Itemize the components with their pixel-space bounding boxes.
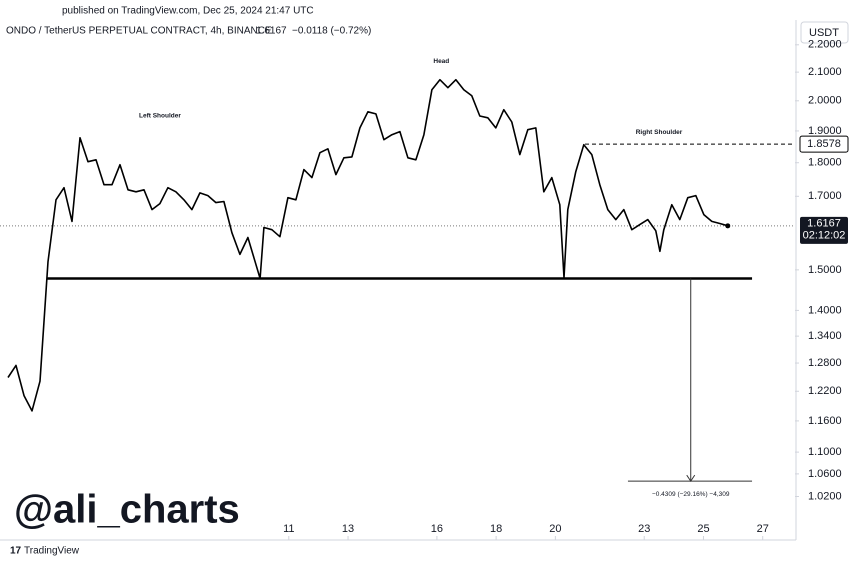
x-tick-label: 23 — [638, 523, 650, 535]
y-tick-label: 1.5000 — [808, 264, 842, 276]
annotation: Head — [433, 58, 449, 65]
brand: TradingView — [24, 546, 80, 557]
last-point — [725, 223, 731, 229]
y-tick-label: 1.3400 — [808, 330, 842, 342]
annotation: Right Shoulder — [636, 129, 683, 136]
measure-arrow — [686, 474, 696, 483]
header-price: 1.6167 — [256, 26, 287, 37]
plot: −0.4309 (−29.16%) −4,309 Left Shoulder Hea… — [0, 58, 795, 498]
price-line — [7, 78, 729, 412]
x-tick-label: 13 — [342, 523, 354, 535]
y-tick-label: 2.2000 — [808, 39, 842, 51]
y-tick-label: 1.0600 — [808, 468, 842, 480]
price-label: 1.8578 — [807, 138, 841, 150]
published-note: published on TradingView.com, Dec 25, 20… — [62, 6, 314, 17]
brand-logo: 17 — [10, 546, 22, 557]
x-tick-label: 11 — [283, 523, 294, 535]
y-tick-label: 1.8000 — [808, 157, 842, 169]
y-tick-label: 1.7000 — [808, 190, 842, 202]
y-tick-label: 1.2800 — [808, 357, 842, 369]
y-tick-label: 1.1000 — [808, 446, 842, 458]
x-tick-label: 20 — [549, 523, 561, 535]
y-tick-label: 2.1000 — [808, 66, 842, 78]
x-tick-label: 16 — [431, 523, 443, 535]
watermark: @ali_charts — [14, 488, 240, 532]
x-tick-label: 27 — [757, 523, 769, 535]
y-tick-label: 1.1600 — [808, 415, 842, 427]
price-label: 1.6167 — [807, 218, 841, 230]
annotation: Left Shoulder — [139, 112, 181, 119]
y-tick-label: 1.9000 — [808, 125, 842, 137]
price-label-box — [800, 216, 848, 244]
header-change: −0.0118 (−0.72%) — [292, 26, 371, 37]
x-tick-label: 18 — [490, 523, 502, 535]
countdown: 02:12:02 — [803, 230, 846, 242]
currency-box[interactable] — [800, 21, 849, 44]
symbol: ONDO / TetherUS PERPETUAL CONTRACT, 4h, … — [6, 26, 272, 37]
y-tick-label: 1.0200 — [808, 490, 842, 502]
y-tick-label: 2.0000 — [808, 95, 842, 107]
x-tick-label: 25 — [697, 523, 709, 535]
y-tick-label: 1.4000 — [808, 304, 842, 316]
price-label-box — [799, 135, 849, 153]
currency[interactable]: USDT — [809, 27, 839, 39]
y-tick-label: 1.2200 — [808, 385, 842, 397]
measure-label: −0.4309 (−29.16%) −4,309 — [652, 491, 730, 498]
